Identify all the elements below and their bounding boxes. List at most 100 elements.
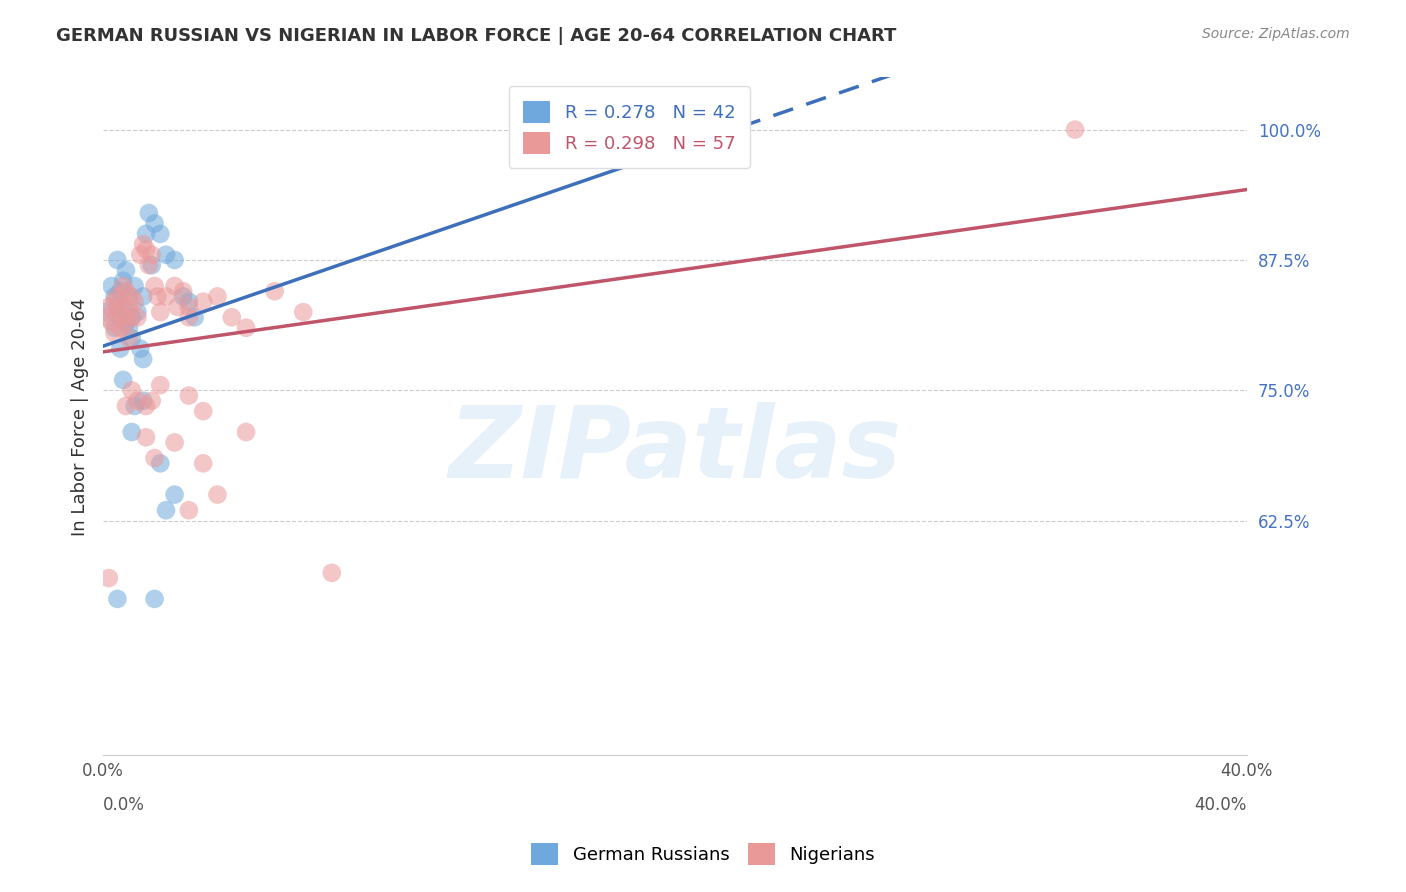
German Russians xyxy=(110,285,132,299)
Nigerians xyxy=(149,305,172,319)
Nigerians xyxy=(155,289,177,303)
Nigerians xyxy=(103,326,125,340)
Nigerians xyxy=(143,279,166,293)
German Russians xyxy=(664,122,686,136)
Nigerians xyxy=(110,320,132,334)
German Russians xyxy=(163,252,186,267)
Y-axis label: In Labor Force | Age 20-64: In Labor Force | Age 20-64 xyxy=(72,297,89,535)
Nigerians xyxy=(321,566,343,580)
German Russians xyxy=(112,373,135,387)
Nigerians xyxy=(263,285,285,299)
German Russians xyxy=(172,289,194,303)
Nigerians xyxy=(141,248,163,262)
German Russians xyxy=(107,300,129,314)
Nigerians xyxy=(112,279,135,293)
German Russians xyxy=(115,263,138,277)
Nigerians xyxy=(121,289,143,303)
Nigerians xyxy=(107,289,129,303)
Legend: German Russians, Nigerians: German Russians, Nigerians xyxy=(522,834,884,874)
Nigerians xyxy=(135,399,157,413)
German Russians xyxy=(155,503,177,517)
German Russians xyxy=(143,591,166,606)
Nigerians xyxy=(115,316,138,330)
Nigerians xyxy=(172,285,194,299)
Nigerians xyxy=(121,310,143,325)
German Russians xyxy=(121,331,143,345)
German Russians xyxy=(115,316,138,330)
German Russians xyxy=(118,320,141,334)
Nigerians xyxy=(163,435,186,450)
Nigerians xyxy=(97,571,120,585)
German Russians xyxy=(183,310,205,325)
Legend: R = 0.278   N = 42, R = 0.298   N = 57: R = 0.278 N = 42, R = 0.298 N = 57 xyxy=(509,87,749,169)
Nigerians xyxy=(127,393,149,408)
German Russians xyxy=(129,342,152,356)
Text: ZIPatlas: ZIPatlas xyxy=(449,401,901,499)
German Russians xyxy=(121,425,143,439)
Nigerians xyxy=(94,310,117,325)
German Russians xyxy=(135,227,157,241)
German Russians xyxy=(143,217,166,231)
Nigerians xyxy=(235,320,257,334)
Nigerians xyxy=(207,488,229,502)
Nigerians xyxy=(124,294,146,309)
Nigerians xyxy=(221,310,243,325)
Nigerians xyxy=(177,388,200,402)
German Russians xyxy=(149,456,172,470)
German Russians xyxy=(132,352,155,367)
Nigerians xyxy=(292,305,315,319)
Nigerians xyxy=(129,248,152,262)
German Russians xyxy=(121,310,143,325)
Nigerians xyxy=(1064,122,1087,136)
Text: GERMAN RUSSIAN VS NIGERIAN IN LABOR FORCE | AGE 20-64 CORRELATION CHART: GERMAN RUSSIAN VS NIGERIAN IN LABOR FORC… xyxy=(56,27,897,45)
Nigerians xyxy=(143,451,166,466)
Nigerians xyxy=(107,305,129,319)
German Russians xyxy=(103,320,125,334)
Nigerians xyxy=(103,294,125,309)
Nigerians xyxy=(135,430,157,444)
Nigerians xyxy=(138,258,160,272)
German Russians xyxy=(138,206,160,220)
German Russians xyxy=(163,488,186,502)
German Russians xyxy=(141,258,163,272)
Nigerians xyxy=(118,331,141,345)
German Russians xyxy=(110,342,132,356)
Nigerians xyxy=(127,310,149,325)
Text: Source: ZipAtlas.com: Source: ZipAtlas.com xyxy=(1202,27,1350,41)
German Russians xyxy=(155,248,177,262)
German Russians xyxy=(124,399,146,413)
Nigerians xyxy=(121,384,143,398)
Nigerians xyxy=(135,243,157,257)
Nigerians xyxy=(207,289,229,303)
German Russians xyxy=(112,300,135,314)
Nigerians xyxy=(177,310,200,325)
German Russians xyxy=(103,289,125,303)
German Russians xyxy=(112,274,135,288)
Nigerians xyxy=(100,316,122,330)
German Russians xyxy=(94,305,117,319)
Nigerians xyxy=(149,378,172,392)
Nigerians xyxy=(193,404,215,418)
Nigerians xyxy=(110,300,132,314)
Nigerians xyxy=(115,399,138,413)
Nigerians xyxy=(193,294,215,309)
Nigerians xyxy=(146,289,169,303)
German Russians xyxy=(107,591,129,606)
Nigerians xyxy=(166,300,188,314)
German Russians xyxy=(100,279,122,293)
Nigerians xyxy=(115,285,138,299)
Nigerians xyxy=(141,393,163,408)
Nigerians xyxy=(193,456,215,470)
Nigerians xyxy=(177,503,200,517)
Nigerians xyxy=(163,279,186,293)
Nigerians xyxy=(132,237,155,252)
Nigerians xyxy=(118,300,141,314)
Text: 0.0%: 0.0% xyxy=(103,796,145,814)
Nigerians xyxy=(235,425,257,439)
Nigerians xyxy=(97,300,120,314)
Text: 40.0%: 40.0% xyxy=(1194,796,1247,814)
Nigerians xyxy=(112,310,135,325)
German Russians xyxy=(132,289,155,303)
German Russians xyxy=(177,294,200,309)
Nigerians xyxy=(177,300,200,314)
